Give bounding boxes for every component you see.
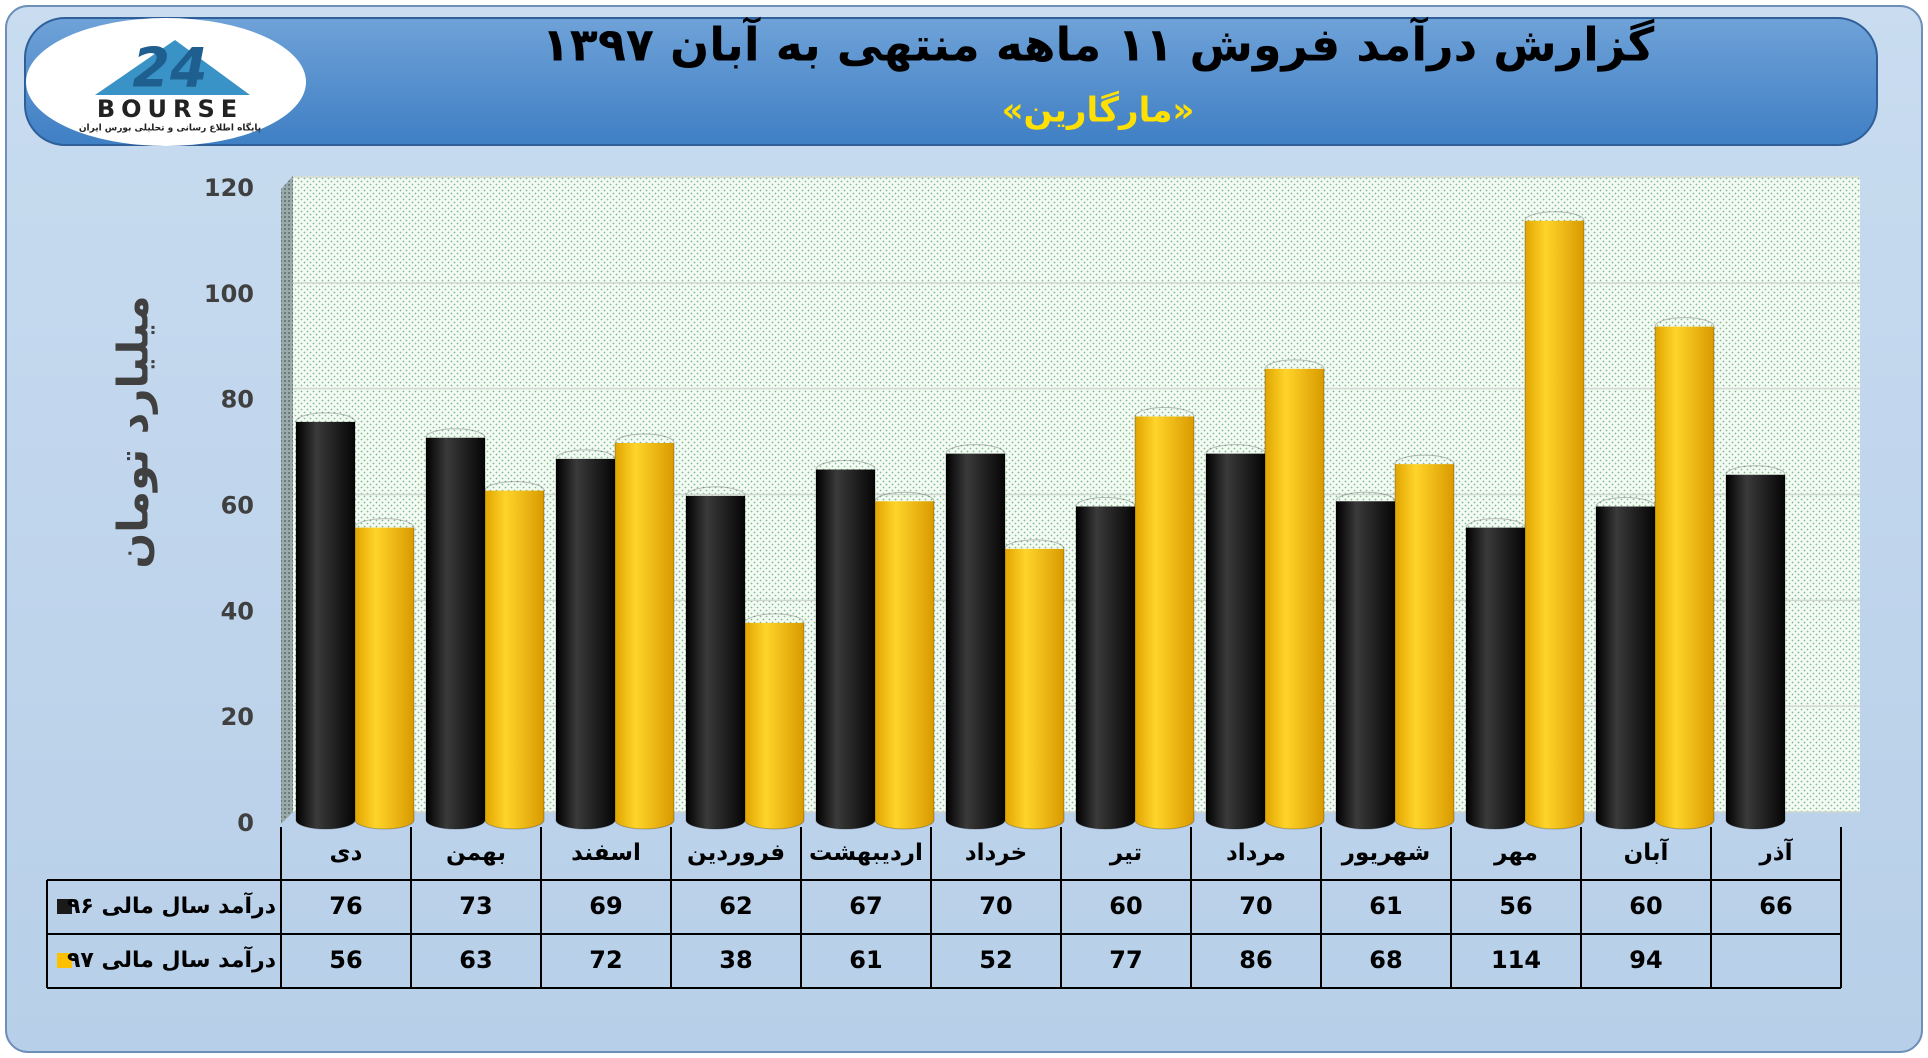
data-label: 63 [459,946,492,974]
legend-label: درآمد سال مالی ۹۶ [67,891,276,919]
bar [815,459,876,830]
logo-brand: BOURSE [97,95,243,123]
y-tick-label: 40 [221,597,254,625]
data-label: 72 [589,946,622,974]
data-label: 70 [979,892,1012,920]
y-tick-label: 100 [204,280,254,308]
data-label: 60 [1109,892,1142,920]
bar [614,433,675,830]
y-axis-label: میلیارد تومان [109,295,159,568]
data-label: 114 [1491,946,1541,974]
data-label: 68 [1369,946,1402,974]
bar [1725,465,1786,830]
x-tick-label: فروردین [687,840,785,866]
title-banner [24,17,1878,146]
y-tick-label: 20 [221,703,254,731]
data-label: 69 [589,892,622,920]
x-tick-label: شهریور [1341,840,1430,866]
bar [1654,317,1715,830]
bar [1524,211,1585,830]
chart-subtitle: «مارگارین» [1002,91,1195,131]
logo-tagline: پایگاه اطلاع رسانی و تحلیلی بورس ایران [79,122,261,134]
data-label: 62 [719,892,752,920]
legend-swatch [57,953,72,968]
data-label: 66 [1759,892,1792,920]
data-label: 73 [459,892,492,920]
bar [484,481,545,830]
side-wall [281,176,293,824]
legend-swatch [57,899,72,914]
y-tick-label: 60 [221,492,254,520]
x-tick-label: اردیبهشت [809,840,923,866]
bar [1264,359,1325,830]
y-tick-label: 120 [204,174,254,202]
logo-number: 24 [132,37,207,100]
x-tick-label: تیر [1109,840,1142,866]
bar [1465,518,1526,830]
bar [744,613,805,830]
x-tick-label: خرداد [965,840,1027,866]
bar [1595,497,1656,830]
data-label: 77 [1109,946,1142,974]
bar [945,444,1006,830]
x-tick-label: مهر [1493,840,1538,866]
data-label: 38 [719,946,752,974]
bar [295,412,356,830]
data-label: 52 [979,946,1012,974]
bar [685,486,746,830]
data-label: 60 [1629,892,1662,920]
data-label: 70 [1239,892,1272,920]
y-tick-label: 80 [221,386,254,414]
data-label: 61 [1369,892,1402,920]
logo-shape [95,40,250,95]
bar [354,518,415,830]
x-tick-label: آبان [1624,837,1670,866]
bar [1075,497,1136,830]
chart-title: گزارش درآمد فروش ۱۱ ماهه منتهی به آبان ۱… [542,17,1655,72]
bar [1134,407,1195,830]
bar [1394,454,1455,830]
data-label: 56 [1499,892,1532,920]
y-tick-label: 0 [237,809,254,837]
bar [1335,491,1396,830]
data-label: 76 [329,892,362,920]
data-label: 61 [849,946,882,974]
x-tick-label: اسفند [571,840,641,866]
data-label: 56 [329,946,362,974]
data-label: 94 [1629,946,1662,974]
bar [555,449,616,830]
bar [1004,539,1065,830]
bar [874,491,935,830]
x-tick-label: دی [330,840,363,866]
x-tick-label: آذر [1759,837,1794,866]
x-tick-label: بهمن [446,840,506,866]
bar [425,428,486,830]
data-label: 67 [849,892,882,920]
data-label: 86 [1239,946,1272,974]
bar [1205,444,1266,830]
x-tick-label: مرداد [1226,840,1286,866]
legend-label: درآمد سال مالی ۹۷ [67,945,276,973]
